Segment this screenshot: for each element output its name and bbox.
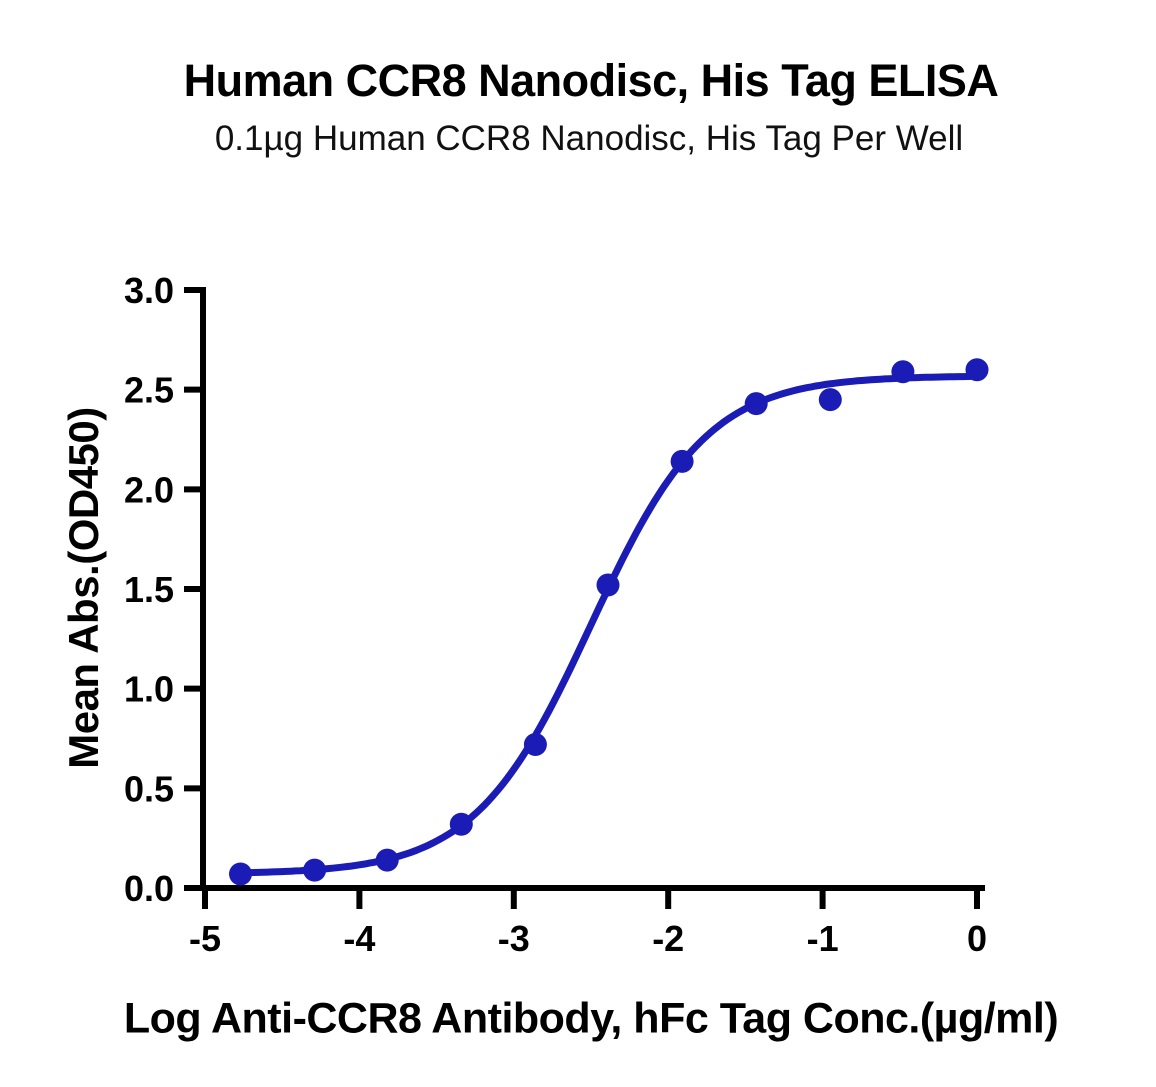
x-axis-title: Log Anti-CCR8 Antibody, hFc Tag Conc.(µg… — [123, 994, 1059, 1043]
y-tick-label: 0.5 — [124, 768, 174, 809]
data-point — [965, 358, 989, 382]
y-tick-label: 1.5 — [124, 569, 174, 610]
y-tick-label: 2.5 — [124, 370, 174, 411]
x-tick-label: -2 — [652, 918, 684, 959]
data-point — [375, 848, 399, 872]
y-tick-label: 0.0 — [124, 868, 174, 909]
fit-curve — [237, 372, 981, 877]
x-tick-label: -3 — [498, 918, 530, 959]
x-tick-label: 0 — [967, 918, 987, 959]
data-point — [891, 360, 915, 384]
data-point — [229, 862, 252, 886]
chart-subtitle: 0.1µg Human CCR8 Nanodisc, His Tag Per W… — [214, 119, 964, 158]
data-point — [670, 449, 694, 473]
y-tick-label: 2.0 — [124, 469, 174, 510]
chart-title: Human CCR8 Nanodisc, His Tag ELISA — [183, 55, 999, 106]
data-point — [523, 733, 547, 756]
x-tick-label: -1 — [807, 918, 839, 959]
y-tick-label: 1.0 — [124, 669, 174, 710]
data-point — [596, 573, 620, 597]
data-point — [744, 392, 768, 416]
x-tick-label: -4 — [343, 918, 375, 959]
y-tick-label: 3.0 — [124, 270, 174, 311]
data-point — [818, 388, 842, 412]
data-point — [449, 812, 473, 836]
x-tick-label: -5 — [189, 918, 221, 959]
data-point — [303, 858, 327, 882]
